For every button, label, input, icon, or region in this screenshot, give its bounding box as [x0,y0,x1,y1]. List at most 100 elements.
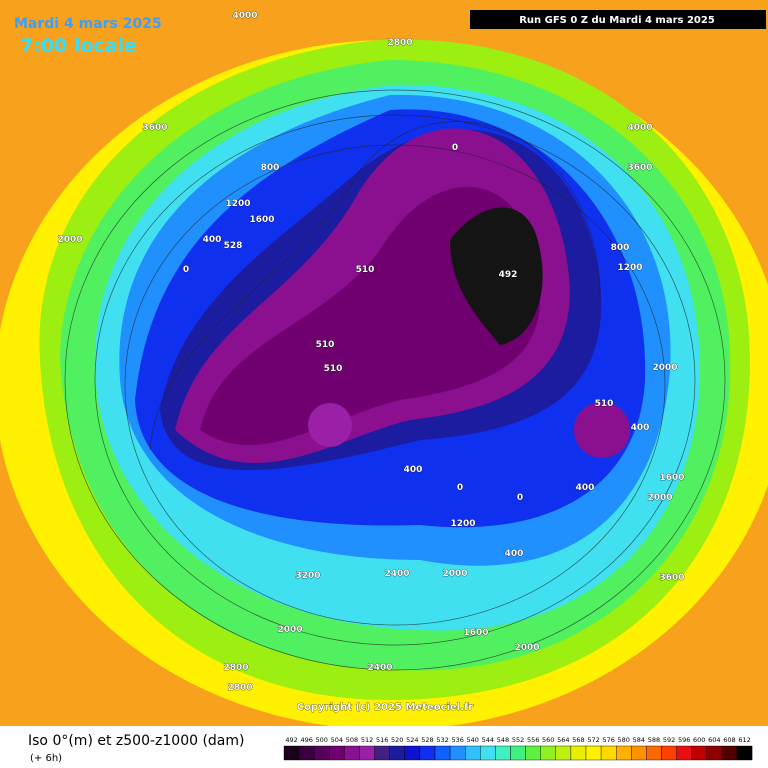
colorbar-label: 596 [678,736,690,744]
contour-label: 2800 [223,663,248,673]
colorbar-swatch [298,745,315,761]
contour-label: 400 [576,483,595,493]
contour-label: 2000 [442,569,467,579]
contour-label: 400 [203,235,222,245]
colorbar-label: 504 [331,736,343,744]
contour-label: 800 [261,163,280,173]
contour-label: 1600 [463,628,488,638]
footer-title: Iso 0°(m) et z500-z1000 (dam) [28,733,245,749]
colorbar-swatch [419,745,436,761]
colorbar-swatch [480,745,496,761]
map-zone [308,403,352,447]
colorbar-label: 592 [663,736,675,744]
colorbar-label: 528 [421,736,433,744]
contour-label: 0 [517,493,523,503]
colorbar-swatch [434,745,451,761]
colorbar-label: 520 [391,736,403,744]
contour-label: 1200 [225,199,250,209]
colorbar-swatch [646,745,662,761]
contour-label: 0 [183,265,189,275]
map-zone [574,402,630,458]
colorbar-swatch [540,745,557,761]
colorbar-swatch [389,745,406,761]
contour-label: 1600 [249,215,274,225]
copyright: Copyright (c) 2025 Meteociel.fr [297,702,474,713]
contour-label: 510 [316,340,335,350]
colorbar-label: 492 [285,736,297,744]
contour-label: 0 [452,143,458,153]
contour-label: 510 [595,399,614,409]
colorbar-swatch [525,745,541,761]
colorbar-swatch [736,745,753,761]
colorbar-swatch [495,745,511,761]
contour-label: 4000 [232,11,257,21]
contour-label: 2800 [387,38,412,48]
colorbar-label: 544 [482,736,494,744]
colorbar-swatch [721,745,738,761]
colorbar-label: 588 [648,736,660,744]
contour-label: 1600 [659,473,684,483]
contour-label: 2800 [227,683,252,693]
contour-label: 400 [404,465,423,475]
contour-label: 1200 [450,519,475,529]
colorbar-swatch [283,745,300,761]
colorbar-swatch [510,745,526,761]
colorbar-label: 512 [361,736,373,744]
colorbar-swatch [359,745,375,761]
run-box [470,10,766,29]
contour-label: 4000 [627,123,652,133]
colorbar-label: 524 [406,736,418,744]
contour-label: 3600 [142,123,167,133]
colorbar-label: 572 [587,736,599,744]
colorbar-swatch [449,745,466,761]
contour-label: 400 [631,423,650,433]
colorbar-swatch [616,745,632,761]
colorbar-swatch [570,745,587,761]
colorbar-label: 604 [708,736,720,744]
contour-label: 0 [457,483,463,493]
colorbar-swatch [600,745,617,761]
colorbar-label: 608 [723,736,735,744]
contour-label: 3600 [659,573,684,583]
colorbar-label: 516 [376,736,388,744]
colorbar-label: 532 [436,736,448,744]
run-info: Run GFS 0 Z du Mardi 4 mars 2025 [519,15,715,26]
contour-label: 528 [224,241,243,251]
colorbar-label: 500 [316,736,328,744]
footer-step: (+ 6h) [30,753,62,764]
colorbar-swatch [691,745,708,761]
colorbar-label: 600 [693,736,705,744]
contour-label: 2000 [57,235,82,245]
contour-label: 2000 [647,493,672,503]
contour-label: 2400 [384,569,409,579]
colorbar-label: 540 [467,736,479,744]
colorbar-label: 548 [497,736,509,744]
colorbar-label: 560 [542,736,554,744]
colorbar-swatch [404,745,421,761]
contour-label: 2000 [277,625,302,635]
colorbar-label: 556 [527,736,539,744]
colorbar-swatch [374,745,390,761]
colorbar-swatch [706,745,723,761]
colorbar-swatch [465,745,481,761]
colorbar-label: 564 [557,736,569,744]
colorbar-swatch [344,745,360,761]
colorbar-swatch [329,745,345,761]
contour-label: 3200 [295,571,320,581]
contour-label: 400 [505,549,524,559]
colorbar-swatch [631,745,647,761]
colorbar-label: 576 [602,736,614,744]
colorbar-label: 536 [451,736,463,744]
contour-label: 1200 [617,263,642,273]
contour-label: 3600 [627,163,652,173]
contour-label: 510 [356,265,375,275]
colorbar-swatch [314,745,330,761]
colorbar-swatch [661,745,677,761]
contour-lines [64,89,726,671]
contour-label: 2000 [514,643,539,653]
date: Mardi 4 mars 2025 [14,16,162,32]
colorbar-label: 496 [300,736,312,744]
colorbar-label: 584 [633,736,645,744]
